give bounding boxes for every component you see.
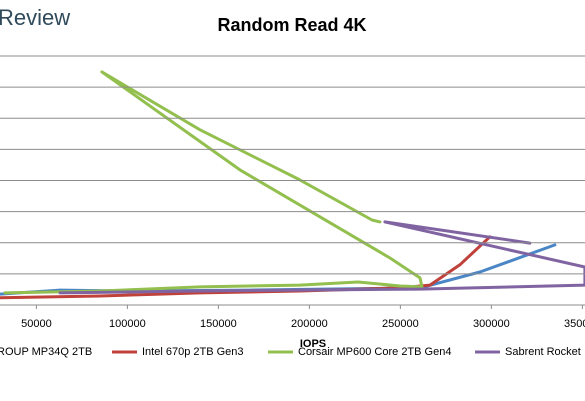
x-tick-label: 100000 xyxy=(109,318,146,330)
x-tick-label: 300000 xyxy=(473,318,510,330)
x-tick-label: 200000 xyxy=(291,318,328,330)
legend-label: Intel 670p 2TB Gen3 xyxy=(142,346,244,358)
legend-label: Sabrent Rocket xyxy=(505,346,581,358)
plot-area xyxy=(0,70,585,300)
x-axis-label: IOPS xyxy=(300,338,326,350)
chart-title: Random Read 4K xyxy=(217,15,366,35)
x-tick-label: 350000 xyxy=(564,318,585,330)
brand-logo: Review xyxy=(0,5,70,30)
x-tick-label: 150000 xyxy=(200,318,237,330)
legend-label: Corsair MP600 Core 2TB Gen4 xyxy=(298,346,451,358)
series-line xyxy=(58,220,585,295)
legend-label: ROUP MP34Q 2TB xyxy=(0,346,92,358)
x-tick-label: 50000 xyxy=(21,318,52,330)
x-tick-label: 250000 xyxy=(382,318,419,330)
series-line xyxy=(3,70,424,295)
